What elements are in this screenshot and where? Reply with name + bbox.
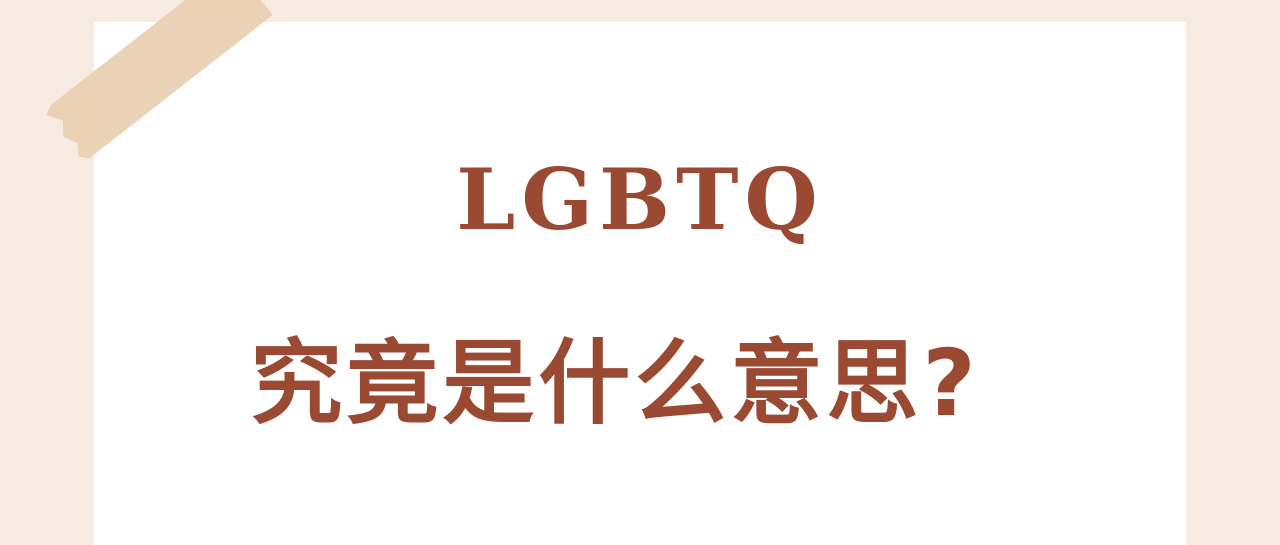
paper-card	[94, 22, 1186, 545]
title-line-2: 究竟是什么意思?	[250, 330, 980, 437]
title-line-1: LGBTQ	[456, 150, 824, 249]
